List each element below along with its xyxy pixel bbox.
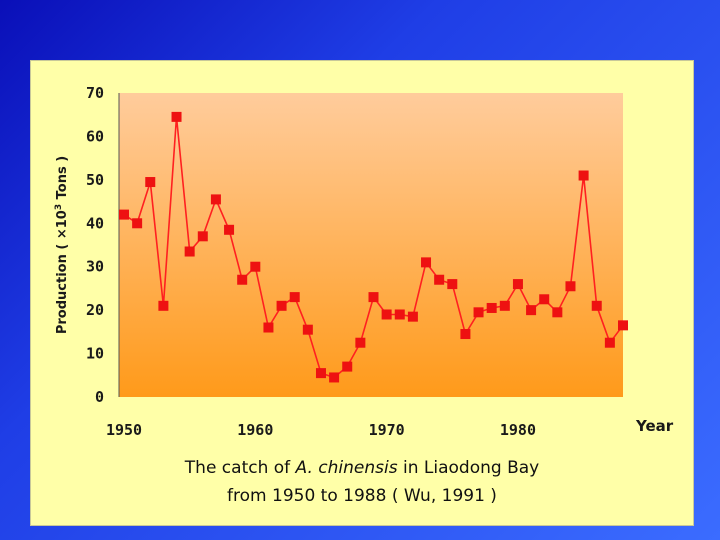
caption-suffix: in Liaodong Bay [397, 458, 540, 478]
caption-prefix: The catch of [184, 458, 296, 478]
y-tick-label: 70 [86, 84, 104, 102]
y-tick-label: 10 [86, 345, 104, 363]
data-point [578, 170, 589, 181]
x-tick-label: 1950 [106, 421, 142, 439]
data-point [276, 300, 287, 311]
x-tick-label: 1980 [500, 421, 536, 439]
data-point [434, 274, 445, 285]
data-point [460, 329, 471, 340]
data-point [407, 311, 418, 322]
y-tick-label: 60 [86, 127, 104, 145]
data-point [512, 279, 523, 290]
data-point [604, 337, 615, 348]
y-axis-label-prefix: Production ( ×10 [55, 210, 70, 334]
data-point [526, 305, 537, 316]
data-point [368, 292, 379, 303]
data-point [132, 218, 143, 229]
data-point [158, 300, 169, 311]
y-axis-label: Production ( ×103 Tons ) [54, 156, 70, 334]
data-point [591, 300, 602, 311]
data-point [119, 209, 129, 220]
x-axis-label: Year [635, 417, 674, 435]
data-point [250, 261, 261, 272]
data-point [302, 324, 313, 335]
caption-species: A. chinensis [295, 458, 398, 478]
data-point [539, 294, 550, 305]
data-point [342, 361, 353, 372]
chart-caption: The catch of A. chinensis in Liaodong Ba… [30, 454, 694, 510]
data-point [381, 309, 392, 320]
x-tick-label: 1960 [237, 421, 273, 439]
data-point [552, 307, 563, 318]
y-axis-label-suffix: Tons ) [55, 156, 70, 204]
y-tick-label: 40 [86, 214, 104, 232]
data-point [355, 337, 366, 348]
caption-line-2: from 1950 to 1988 ( Wu, 1991 ) [227, 486, 497, 506]
data-point [197, 231, 208, 242]
data-point [184, 246, 195, 257]
y-tick-label: 50 [86, 171, 104, 189]
y-tick-label: 0 [95, 388, 104, 406]
data-point [329, 372, 340, 383]
caption-line-1: The catch of A. chinensis in Liaodong Ba… [30, 454, 694, 482]
data-point [237, 274, 248, 285]
data-point [486, 302, 497, 313]
data-point [210, 194, 221, 205]
data-point [618, 320, 628, 331]
data-point [499, 300, 510, 311]
data-point [315, 368, 326, 379]
data-point [473, 307, 484, 318]
data-point [145, 177, 156, 188]
x-tick-label: 1970 [369, 421, 405, 439]
data-point [263, 322, 274, 333]
data-point [171, 111, 182, 122]
data-point [421, 257, 432, 268]
data-point [224, 224, 235, 235]
data-point [447, 279, 458, 290]
y-tick-label: 30 [86, 258, 104, 276]
data-point [289, 292, 300, 303]
y-tick-label: 20 [86, 301, 104, 319]
y-axis-label-exponent: 3 [54, 204, 64, 210]
plot-area [119, 93, 623, 397]
data-point [565, 281, 576, 292]
data-point [394, 309, 405, 320]
